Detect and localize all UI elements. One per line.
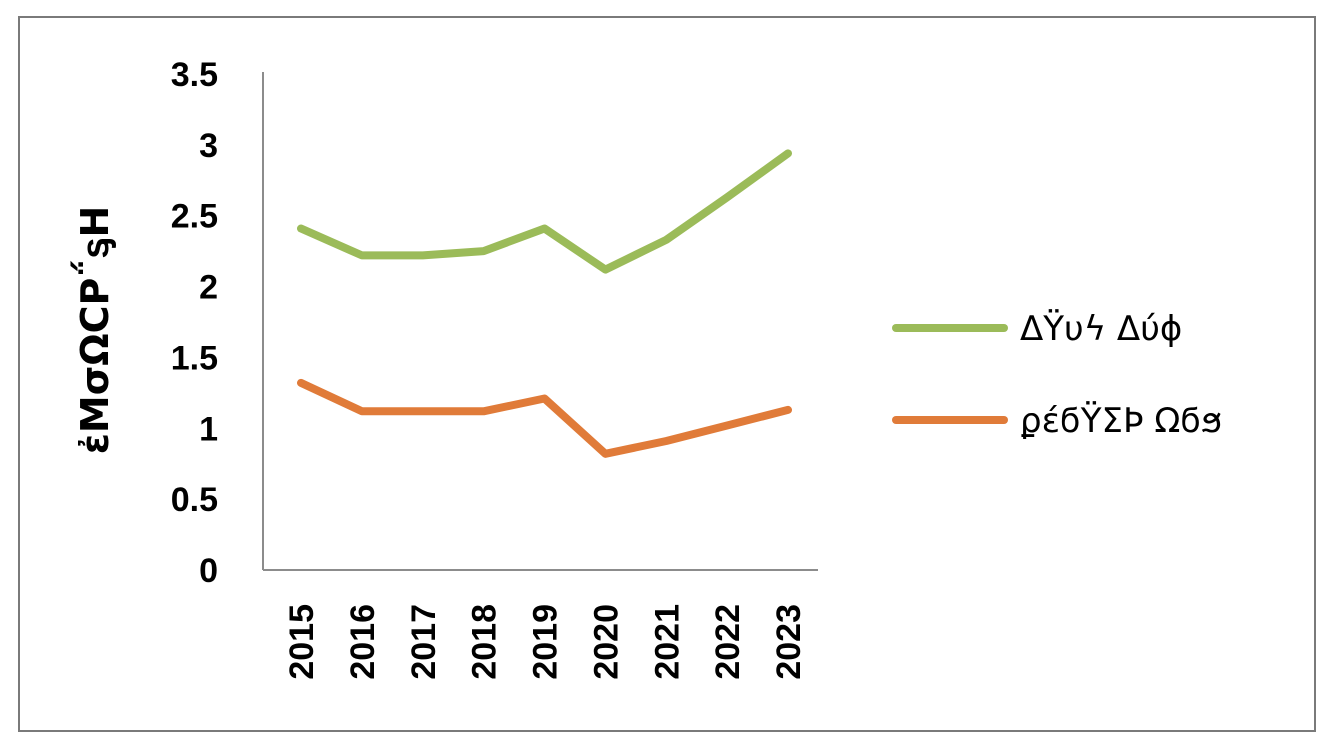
chart-frame (18, 16, 1316, 732)
y-axis-label: ἐΜσΩϹΡ΅ᶊΗ (71, 206, 117, 455)
x-tick-label: 2016 (344, 604, 382, 680)
y-tick-label: 2.5 (171, 198, 218, 236)
x-tick-label: 2022 (709, 604, 747, 680)
x-tick-label: 2017 (405, 604, 443, 680)
y-tick-label: 0 (199, 552, 218, 590)
series-line-1 (297, 149, 792, 274)
y-tick-label: 1 (199, 410, 218, 448)
y-tick-label: 2 (199, 269, 218, 307)
x-tick-label: 2021 (648, 604, 686, 680)
y-tick-label: 3 (199, 127, 218, 165)
y-tick-label: 3.5 (171, 56, 218, 94)
x-tick-label: 2018 (466, 604, 504, 680)
y-tick-label: 1.5 (171, 339, 218, 377)
y-tick-label: 0.5 (171, 481, 218, 519)
x-tick-label: 2015 (283, 604, 321, 680)
x-tick-label: 2023 (770, 604, 808, 680)
series-line-2 (297, 378, 792, 458)
x-tick-label: 2019 (527, 604, 565, 680)
legend-label-2: ϼέϭΫΣϷ Ωϭϧ (1020, 401, 1222, 441)
x-tick-label: 2020 (587, 604, 625, 680)
legend-label-1: ΔΫυϟ Δύϕ (1020, 309, 1182, 349)
